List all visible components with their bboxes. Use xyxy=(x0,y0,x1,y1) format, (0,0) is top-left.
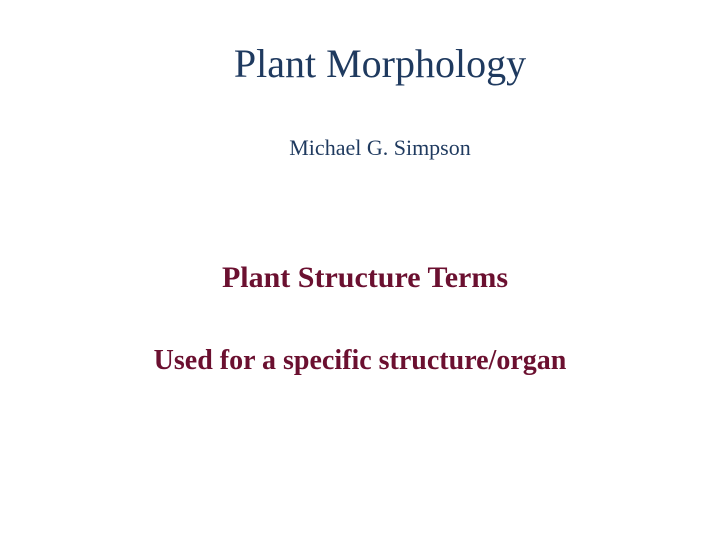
slide-author: Michael G. Simpson xyxy=(100,135,660,161)
slide-description: Used for a specific structure/organ xyxy=(60,345,660,377)
slide-subtitle: Plant Structure Terms xyxy=(70,261,660,295)
slide-container: Plant Morphology Michael G. Simpson Plan… xyxy=(0,0,720,540)
slide-title: Plant Morphology xyxy=(100,40,660,87)
